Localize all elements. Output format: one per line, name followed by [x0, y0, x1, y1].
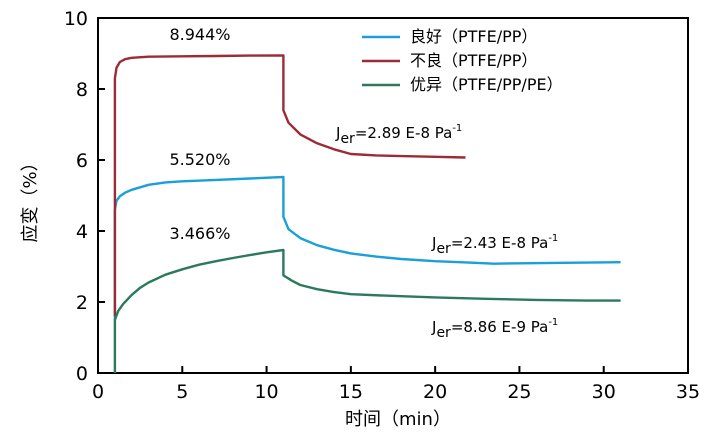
legend-label: 不良（PTFE/PP）	[410, 51, 537, 70]
legend: 良好（PTFE/PP） 不良（PTFE/PP） 优异（PTFE/PP/PE）	[362, 27, 563, 94]
legend-label: 良好（PTFE/PP）	[410, 27, 537, 46]
y-axis-label: 应变（%）	[20, 153, 41, 242]
x-tick-label: 5	[176, 381, 188, 403]
y-tick-label: 0	[76, 363, 88, 385]
y-tick-label: 4	[76, 221, 88, 243]
x-tick-label: 0	[92, 381, 104, 403]
x-tick-label: 10	[254, 381, 278, 403]
compliance-label: Jer=2.89 E-8 Pa-1	[335, 123, 462, 147]
plot-border	[97, 17, 689, 374]
compliance-label: Jer=2.43 E-8 Pa-1	[431, 233, 558, 257]
y-tick-label: 8	[76, 79, 88, 101]
annotation-layer: 5.520% Jer=2.43 E-8 Pa-1 8.944% Jer=2.89 E-…	[169, 25, 558, 341]
x-tick-label: 20	[423, 381, 447, 403]
y-tick-label: 2	[76, 292, 88, 314]
y-tick-label: 10	[64, 8, 88, 30]
x-tick-label: 25	[507, 381, 531, 403]
series-line-1	[113, 54, 466, 317]
x-tick-label: 30	[592, 381, 616, 403]
ticks-layer: 0 5 10 15 20 25 30 35 0 2 4 6 8 10	[64, 8, 700, 403]
x-tick-label: 35	[676, 381, 700, 403]
x-tick-label: 15	[339, 381, 363, 403]
compliance-label: Jer=8.86 E-9 Pa-1	[431, 317, 558, 341]
peak-strain-label: 8.944%	[169, 25, 230, 44]
series-layer	[113, 54, 621, 373]
legend-label: 优异（PTFE/PP/PE）	[410, 75, 563, 94]
series-line-0	[113, 175, 621, 320]
y-tick-label: 6	[76, 150, 88, 172]
x-axis-label: 时间（min）	[345, 409, 451, 430]
peak-strain-label: 5.520%	[169, 150, 230, 169]
plot-frame	[97, 17, 689, 374]
peak-strain-label: 3.466%	[169, 224, 230, 243]
series-line-2	[113, 248, 621, 373]
